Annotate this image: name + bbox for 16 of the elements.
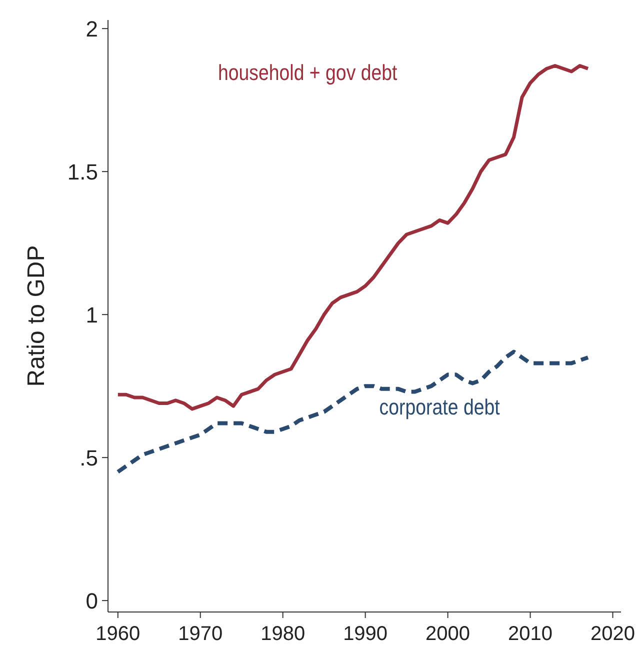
y-tick-label: 1: [86, 302, 98, 328]
x-tick-label: 1980: [260, 623, 306, 645]
x-tick-label: 2010: [508, 623, 553, 645]
y-tick-label: 2: [86, 16, 98, 42]
y-tick-label: .5: [80, 445, 98, 470]
y-tick-label: 1.5: [67, 159, 98, 184]
x-tick-label: 1970: [178, 623, 223, 645]
text: household + gov debt: [218, 62, 398, 86]
x-tick-label: 2000: [426, 623, 470, 645]
series-label: corporate debt: [379, 396, 500, 420]
y-axis-title: Ratio to GDP: [23, 245, 50, 387]
y-tick-label: 0: [86, 588, 98, 614]
x-tick-label: 1990: [343, 623, 388, 645]
x-tick-label: 1960: [96, 623, 140, 645]
x-tick-label: 2020: [590, 623, 635, 645]
line-series: [116, 350, 590, 474]
